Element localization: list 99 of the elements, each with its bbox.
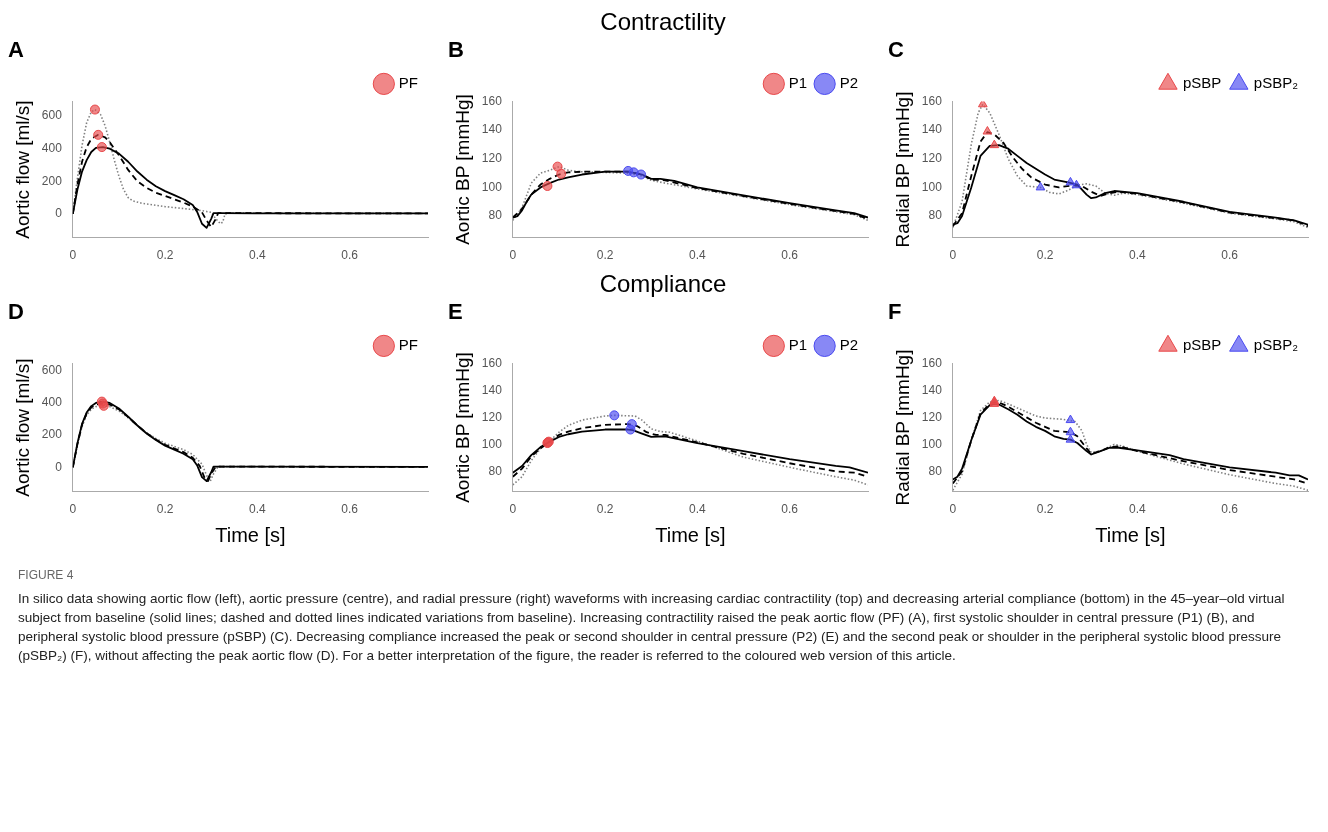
x-tick-label: 0.2 <box>156 248 174 263</box>
y-tick-label: 160 <box>481 355 503 370</box>
x-tick-label: 0 <box>69 248 77 263</box>
x-tick-label: 0.2 <box>596 502 614 517</box>
y-tick-label: 200 <box>41 427 63 442</box>
point <box>1071 179 1082 189</box>
y-tick-label: 100 <box>921 179 943 194</box>
point <box>1065 434 1076 443</box>
x-tick-label: 0.6 <box>341 502 359 517</box>
x-axis-title: Time [s] <box>655 523 726 546</box>
chart-title: F <box>888 299 902 325</box>
y-tick-label: 160 <box>481 93 503 108</box>
x-tick-label: 0.6 <box>781 248 799 263</box>
point <box>96 142 107 153</box>
y-axis-title: Aortic BP [mmHg] <box>451 352 473 503</box>
y-tick-label: 400 <box>41 395 63 410</box>
y-tick-label: 120 <box>921 151 943 166</box>
y-tick-label: 600 <box>41 108 63 123</box>
y-tick-label: 120 <box>921 409 943 424</box>
point <box>989 139 1000 149</box>
y-tick-label: 80 <box>928 208 943 223</box>
legend-label: PF <box>398 74 418 92</box>
legend-label: P2 <box>839 74 859 92</box>
chart-title: E <box>448 299 463 325</box>
point <box>93 129 104 140</box>
point <box>1065 414 1076 424</box>
y-tick-label: 200 <box>41 173 63 188</box>
chart-title: B <box>448 37 464 63</box>
y-tick-label: 80 <box>928 463 943 478</box>
x-tick-label: 0 <box>949 248 957 263</box>
y-tick-label: 140 <box>481 122 503 137</box>
y-tick-label: 140 <box>921 382 943 397</box>
x-tick-label: 0.2 <box>596 248 614 263</box>
y-axis-title: Radial BP [mmHg] <box>891 349 913 506</box>
legend-label: pSBP₂ <box>1253 336 1299 354</box>
y-tick-label: 0 <box>55 206 63 221</box>
point <box>625 424 636 435</box>
x-tick-label: 0.2 <box>1036 248 1054 263</box>
point <box>1065 426 1076 436</box>
x-tick-label: 0 <box>69 502 77 517</box>
point <box>1065 176 1076 186</box>
point <box>556 168 567 179</box>
point <box>982 126 993 135</box>
chart-subtitle: Compliance <box>599 270 727 297</box>
x-tick-label: 0.6 <box>781 502 799 517</box>
point <box>552 161 563 172</box>
y-tick-label: 160 <box>921 355 943 370</box>
y-tick-label: 80 <box>488 208 503 223</box>
point <box>636 169 647 180</box>
text: In silico data showing aortic flow (left), aortic pressure (centre), and radial pressure (right) waveforms with increasing cardiac contractility (top) and decreasing arterial compliance (bottom) in the 45–year–old virtual subject from baseline (solid lines; dashed and dotted lines indicated variations from baseline). Increasing contractility raised the peak aortic flow (PF) (A), first systolic shoulder in central pressure (P1) (B), and peripheral systolic blood pressure (pSBP) (C). Decreasing compliance increased the peak or second shoulder in central pressure (P2) (E) and the second peak or shoulder in the peripheral systolic blood pressure (pSBP₂) (F), without affecting the peak aortic flow (D). For a better interpretation of the figure, the reader is referred to the coloured web version of this article. <box>18 590 1286 665</box>
y-tick-label: 100 <box>481 436 503 451</box>
y-tick-label: 160 <box>921 93 943 108</box>
y-axis-title: Aortic flow [ml/s] <box>11 100 33 239</box>
line-series <box>952 103 1308 229</box>
x-tick-label: 0 <box>949 502 957 517</box>
legend-label: pSBP₂ <box>1253 74 1299 92</box>
y-axis-title: Aortic BP [mmHg] <box>451 94 473 245</box>
caption: FIGURE 4 <box>18 567 75 584</box>
legend-label: P2 <box>839 336 859 354</box>
point <box>89 104 100 115</box>
y-tick-label: 120 <box>481 151 503 166</box>
x-tick-label: 0.2 <box>1036 502 1054 517</box>
x-tick-label: 0.4 <box>1128 248 1146 263</box>
y-tick-label: 400 <box>41 141 63 156</box>
y-axis-title: Aortic flow [ml/s] <box>11 358 33 497</box>
x-tick-label: 0.2 <box>156 502 174 517</box>
chart-title: C <box>888 37 904 63</box>
point <box>542 180 553 191</box>
x-axis-title: Time [s] <box>1095 523 1166 546</box>
y-tick-label: 80 <box>488 463 503 478</box>
y-tick-label: 100 <box>481 179 503 194</box>
legend-label: P1 <box>788 74 808 92</box>
legend-label: pSBP <box>1182 74 1222 92</box>
x-tick-label: 0 <box>509 502 517 517</box>
x-tick-label: 0.6 <box>1221 502 1239 517</box>
y-tick-label: 100 <box>921 436 943 451</box>
x-tick-label: 0.4 <box>688 502 706 517</box>
x-tick-label: 0.4 <box>248 502 266 517</box>
chart-subtitle: Contractility <box>600 8 726 35</box>
y-axis-title: Radial BP [mmHg] <box>891 91 913 248</box>
y-tick-label: 600 <box>41 362 63 377</box>
x-axis-title: Time [s] <box>215 523 286 546</box>
point <box>1035 181 1046 191</box>
x-tick-label: 0.4 <box>688 248 706 263</box>
legend-label: PF <box>398 336 418 354</box>
y-tick-label: 0 <box>55 459 63 474</box>
y-tick-label: 140 <box>921 122 943 137</box>
chart-title: D <box>8 299 24 325</box>
y-tick-label: 140 <box>481 382 503 397</box>
point <box>609 410 620 421</box>
legend-label: P1 <box>788 336 808 354</box>
x-tick-label: 0.6 <box>1221 248 1239 263</box>
x-tick-label: 0.4 <box>248 248 266 263</box>
legend-label: pSBP <box>1182 336 1222 354</box>
x-tick-label: 0.4 <box>1128 502 1146 517</box>
x-tick-label: 0 <box>509 248 517 263</box>
chart-title: A <box>8 37 24 63</box>
x-tick-label: 0.6 <box>341 248 359 263</box>
y-tick-label: 120 <box>481 409 503 424</box>
